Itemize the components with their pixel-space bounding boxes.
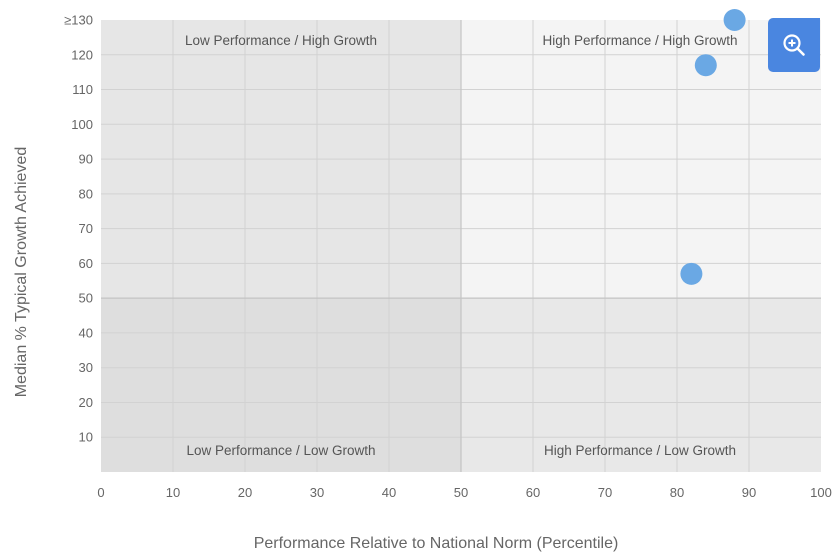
zoom-in-icon [783,34,805,56]
y-tick-label: 30 [79,360,93,375]
x-tick-label: 20 [238,485,252,500]
y-tick-label: 120 [71,47,93,62]
x-tick-label: 40 [382,485,396,500]
y-tick-label: 100 [71,117,93,132]
x-tick-label: 60 [526,485,540,500]
quadrant-low-performance-low-growth [101,298,461,472]
x-tick-label: 90 [742,485,756,500]
y-tick-label: 70 [79,221,93,236]
quadrant-label-bottom-right: High Performance / Low Growth [544,443,736,458]
data-point[interactable] [694,54,717,77]
zoom-in-button[interactable] [768,18,820,72]
quadrant-label-bottom-left: Low Performance / Low Growth [186,443,375,458]
y-tick-label: 80 [79,186,93,201]
y-tick-label: 10 [79,430,93,445]
y-axis-title: Median % Typical Growth Achieved [13,147,30,398]
x-tick-label: 100 [810,485,832,500]
y-tick-label: 90 [79,152,93,167]
data-point[interactable] [680,262,703,285]
x-tick-label: 70 [598,485,612,500]
data-point[interactable] [723,9,746,31]
x-tick-label: 0 [97,485,104,500]
quadrant-high-performance-low-growth [461,298,821,472]
x-tick-label: 10 [166,485,180,500]
y-tick-label: 20 [79,395,93,410]
y-tick-label: ≥130 [64,13,93,28]
y-tick-label: 60 [79,256,93,271]
y-tick-label: 110 [72,82,93,97]
x-tick-label: 80 [670,485,684,500]
quadrant-label-top-left: Low Performance / High Growth [185,33,377,48]
x-tick-label: 30 [310,485,324,500]
x-tick-label: 50 [454,485,468,500]
quadrant-label-top-right: High Performance / High Growth [542,33,737,48]
x-axis-title: Performance Relative to National Norm (P… [254,535,619,552]
y-tick-label: 40 [79,325,93,340]
y-tick-label: 50 [79,291,93,306]
